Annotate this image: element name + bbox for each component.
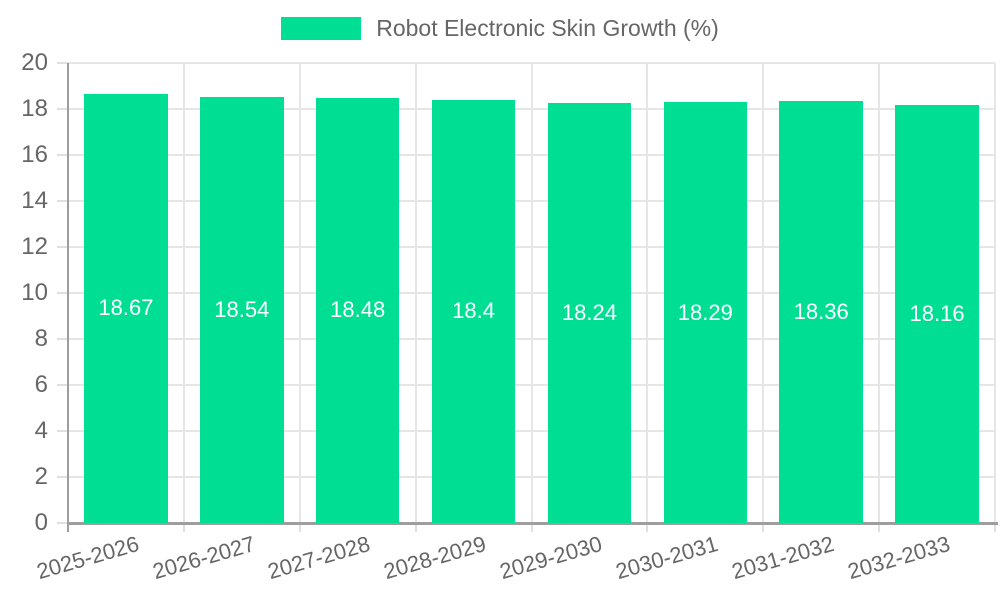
bar-value-label: 18.29 xyxy=(677,299,733,325)
y-tick-label: 16 xyxy=(21,141,48,168)
y-tick-mark xyxy=(57,108,68,110)
y-tick-mark xyxy=(57,292,68,294)
x-tick-label: 2029-2030 xyxy=(497,531,606,585)
legend-label: Robot Electronic Skin Growth (%) xyxy=(376,15,719,41)
y-tick-mark xyxy=(57,430,68,432)
y-tick-mark xyxy=(57,338,68,340)
x-tick-mark xyxy=(182,523,185,532)
x-tick-label: 2025-2026 xyxy=(33,531,142,585)
y-tick-mark xyxy=(57,246,68,248)
y-tick-label: 8 xyxy=(34,325,48,352)
x-gridline xyxy=(762,63,765,523)
y-tick-label: 10 xyxy=(21,279,48,306)
x-gridline xyxy=(878,63,881,523)
y-tick-mark xyxy=(57,154,68,156)
x-gridline xyxy=(530,63,533,523)
y-tick-label: 0 xyxy=(34,509,48,536)
bar-value-label: 18.16 xyxy=(909,301,965,327)
y-tick-label: 18 xyxy=(21,95,48,122)
x-tick-mark xyxy=(878,523,881,532)
x-axis-line xyxy=(68,522,998,525)
x-tick-label: 2031-2032 xyxy=(728,531,837,585)
y-tick-label: 14 xyxy=(21,187,48,214)
y-tick-label: 4 xyxy=(34,417,48,444)
x-tick-mark xyxy=(298,523,301,532)
x-gridline xyxy=(994,63,996,523)
bar[interactable] xyxy=(315,97,400,523)
y-tick-mark xyxy=(57,522,68,524)
x-tick-label: 2032-2033 xyxy=(844,531,953,585)
bar[interactable] xyxy=(663,102,748,523)
bar[interactable] xyxy=(547,103,632,523)
y-tick-label: 6 xyxy=(34,371,48,398)
x-tick-mark xyxy=(530,523,533,532)
bar-value-label: 18.54 xyxy=(214,296,270,322)
y-axis-line xyxy=(67,63,69,532)
x-tick-label: 2028-2029 xyxy=(381,531,490,585)
bar-value-label: 18.48 xyxy=(330,297,386,323)
bar-value-label: 18.36 xyxy=(793,298,849,324)
bar[interactable] xyxy=(84,93,168,523)
x-tick-label: 2026-2027 xyxy=(149,531,258,585)
legend-item[interactable]: Robot Electronic Skin Growth (%) xyxy=(0,15,1000,42)
x-tick-mark xyxy=(762,523,765,532)
bar-value-label: 18.24 xyxy=(561,300,617,326)
y-tick-label: 12 xyxy=(21,233,48,260)
y-tick-mark xyxy=(57,200,68,202)
bar-value-label: 18.67 xyxy=(98,295,154,321)
y-tick-label: 2 xyxy=(34,463,48,490)
bar[interactable] xyxy=(779,100,863,523)
y-tick-mark xyxy=(57,384,68,386)
legend-swatch xyxy=(281,17,362,40)
bar[interactable] xyxy=(431,99,516,523)
y-tick-mark xyxy=(57,476,68,478)
x-tick-mark xyxy=(646,523,649,532)
x-gridline xyxy=(646,63,649,523)
x-tick-mark xyxy=(994,523,996,532)
bar[interactable] xyxy=(200,96,284,523)
bar-value-label: 18.4 xyxy=(452,298,495,324)
x-gridline xyxy=(182,63,185,523)
x-gridline xyxy=(298,63,301,523)
x-gridline xyxy=(414,63,417,523)
y-tick-label: 20 xyxy=(21,49,48,76)
x-tick-label: 2027-2028 xyxy=(265,531,374,585)
x-tick-label: 2030-2031 xyxy=(612,531,721,585)
x-tick-mark xyxy=(414,523,417,532)
bar[interactable] xyxy=(895,105,979,523)
y-tick-mark xyxy=(57,62,68,64)
